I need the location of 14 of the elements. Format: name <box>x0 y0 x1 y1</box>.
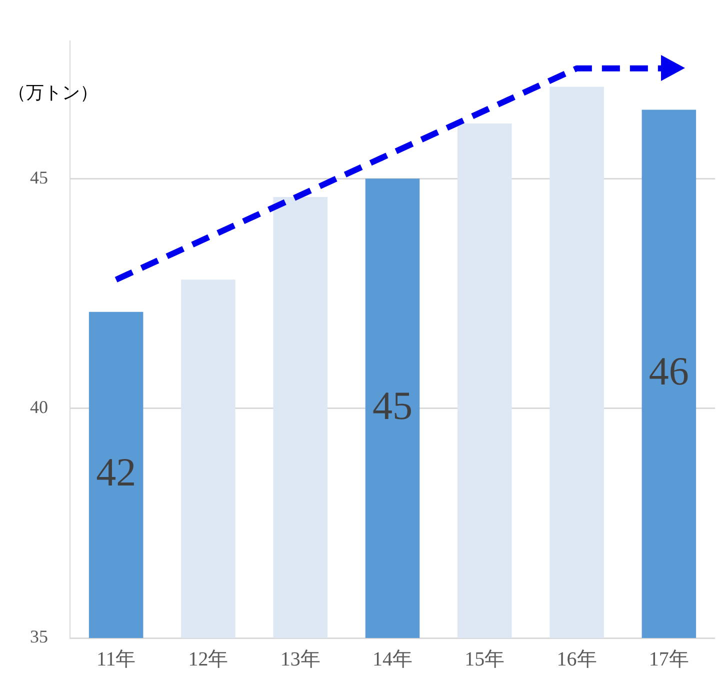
x-tick-label: 17年 <box>648 648 689 670</box>
y-axis-title: （万トン） <box>8 82 98 104</box>
data-label: 45 <box>372 382 412 428</box>
data-label: 42 <box>96 449 136 494</box>
x-tick-label: 14年 <box>372 648 412 670</box>
x-tick-label: 12年 <box>188 648 228 670</box>
x-tick-label: 15年 <box>464 648 505 670</box>
x-tick-label: 13年 <box>280 648 320 670</box>
y-tick-label: 45 <box>30 167 48 188</box>
x-tick-label: 11年 <box>96 648 136 670</box>
y-tick-label: 35 <box>30 626 48 647</box>
x-tick-label: 16年 <box>556 648 597 670</box>
y-tick-label: 40 <box>30 397 48 418</box>
data-label: 46 <box>648 348 689 394</box>
